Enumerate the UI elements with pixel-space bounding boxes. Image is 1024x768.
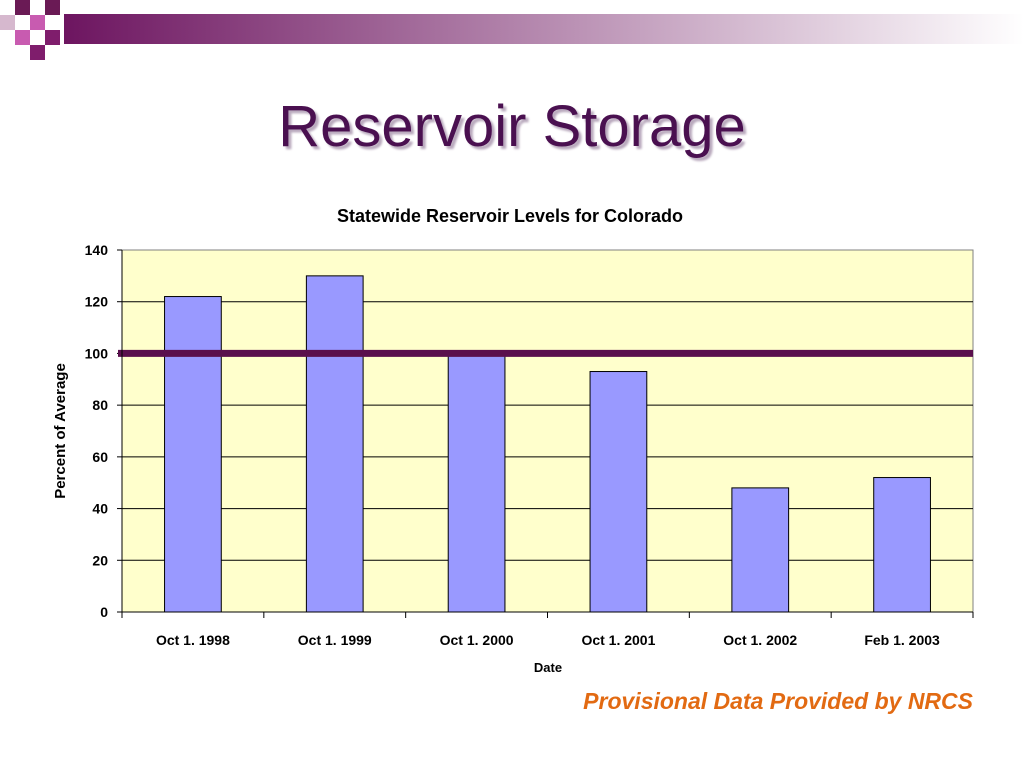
- y-axis-label: Percent of Average: [52, 363, 69, 499]
- deco-square: [45, 0, 60, 15]
- y-tick-labels: 0 20 40 60 80 100 120 140: [85, 242, 109, 620]
- y-tick-label: 60: [92, 449, 108, 465]
- reservoir-bar-chart: Statewide Reservoir Levels for Colorado …: [52, 206, 974, 675]
- y-tick-label: 140: [85, 242, 109, 258]
- x-tick-label: Oct 1. 2001: [581, 632, 655, 648]
- deco-square: [30, 45, 45, 60]
- title-gradient-bar: [64, 14, 1024, 44]
- deco-square: [45, 30, 60, 45]
- slide-title: Reservoir Storage: [278, 94, 746, 159]
- x-tick-label: Oct 1. 1999: [298, 632, 372, 648]
- bar: [447, 352, 506, 613]
- title-decoration: [0, 0, 1024, 60]
- y-tick-label: 120: [85, 294, 109, 310]
- deco-square: [15, 0, 30, 15]
- bar: [873, 477, 931, 613]
- y-tick-label: 40: [92, 501, 108, 517]
- bars: [164, 275, 931, 613]
- x-tick-labels: Oct 1. 1998 Oct 1. 1999 Oct 1. 2000 Oct 1. …: [121, 612, 974, 648]
- deco-square: [30, 15, 45, 30]
- bar: [589, 371, 648, 613]
- x-tick-label: Oct 1. 2000: [440, 632, 514, 648]
- x-tick-label: Oct 1. 1998: [156, 632, 230, 648]
- y-tick-label: 0: [100, 604, 108, 620]
- y-tick-label: 20: [92, 552, 108, 568]
- x-tick-label: Oct 1. 2002: [723, 632, 797, 648]
- y-tick-label: 100: [85, 345, 109, 361]
- bar: [305, 275, 364, 613]
- deco-square: [15, 30, 30, 45]
- y-tick-label: 80: [92, 397, 108, 413]
- bar: [731, 487, 790, 613]
- bar: [164, 296, 222, 613]
- plot-area: [121, 249, 974, 613]
- provisional-data-note: Provisional Data Provided by NRCS: [583, 688, 973, 714]
- deco-square: [0, 15, 15, 30]
- x-tick-label: Feb 1. 2003: [864, 632, 940, 648]
- x-axis-label: Date: [534, 660, 562, 675]
- chart-title: Statewide Reservoir Levels for Colorado: [337, 206, 683, 226]
